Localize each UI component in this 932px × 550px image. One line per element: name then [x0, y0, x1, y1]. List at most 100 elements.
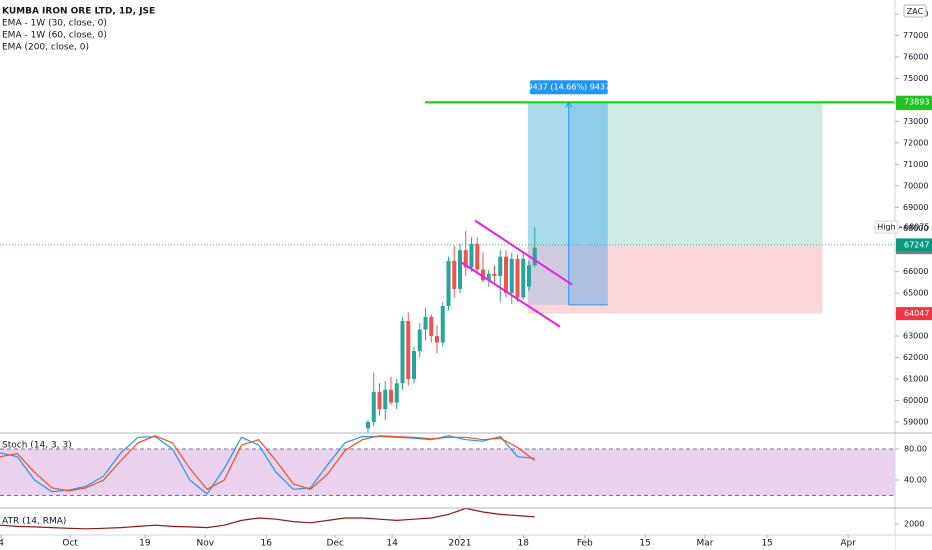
x-tick-label: 19: [139, 539, 151, 549]
measure-area: [527, 102, 608, 305]
candle-body: [446, 260, 451, 307]
band: [0, 448, 895, 496]
y-tick-label: 40.00: [904, 476, 927, 485]
price-label-bg: [896, 238, 932, 252]
candle-body: [504, 256, 509, 294]
high-tag-box: [874, 220, 899, 234]
y-tick-label: 71000: [903, 160, 928, 169]
x-tick-label: Dec: [327, 539, 344, 549]
price-axis-bg: [895, 0, 932, 550]
candle-body: [486, 273, 491, 281]
y-tick-label: 73000: [903, 117, 928, 126]
y-tick-label: 69000: [903, 203, 928, 212]
indicator-line: [0, 435, 535, 495]
candle-body: [383, 389, 388, 410]
candle-body: [469, 243, 474, 268]
measure-label: 9437 (14.66%) 9437: [528, 83, 611, 92]
price-label-bg: [896, 95, 932, 109]
y-tick-label: 2000: [904, 520, 924, 529]
high-value: 68075: [904, 223, 929, 232]
x-tick-label: 4: [0, 539, 4, 549]
currency-box: [903, 4, 927, 18]
symbol-title: KUMBA IRON ORE LTD, 1D, JSE: [2, 7, 155, 17]
candle-body: [492, 273, 497, 276]
x-tick-label: Oct: [62, 539, 78, 549]
price-label: 73893: [904, 98, 929, 107]
high-tag: High: [877, 223, 895, 232]
target-zone: [527, 102, 823, 245]
candle-body: [412, 351, 417, 380]
channel-line: [461, 261, 561, 328]
x-tick-label: 15: [761, 539, 772, 549]
candle-body: [475, 243, 480, 270]
y-tick-label: 70000: [903, 181, 928, 190]
legend-entry: EMA - 1W (60, close, 0): [2, 31, 107, 41]
candle-body: [366, 421, 371, 429]
legend-entry: EMA - 1W (30, close, 0): [2, 19, 107, 29]
atr-title: ATR (14, RMA): [2, 517, 66, 527]
y-tick-label: 80.00: [904, 444, 927, 453]
candle-body: [400, 321, 405, 384]
y-tick-label: 75000: [903, 74, 928, 83]
y-tick-label: 59000: [903, 417, 928, 426]
measure-area-right: [568, 102, 608, 305]
y-tick-label: 65000: [903, 289, 928, 298]
candle-body: [481, 269, 486, 281]
time-axis-bg: [0, 535, 895, 550]
y-tick-label: 62000: [903, 353, 928, 362]
x-tick-label: 14: [386, 539, 398, 549]
candle-body: [463, 250, 468, 268]
candle-body: [521, 258, 526, 298]
price-label: 67247: [904, 240, 929, 249]
candle-body: [435, 336, 440, 343]
x-tick-label: 16: [261, 539, 273, 549]
candle-body: [377, 391, 382, 410]
candle-body: [509, 258, 514, 294]
candle-body: [498, 256, 503, 276]
y-tick-label: 72000: [903, 138, 928, 147]
measure-label-bg: [529, 80, 608, 95]
channel-line: [474, 219, 573, 286]
candle-body: [394, 383, 399, 403]
y-tick-label: 76000: [903, 52, 928, 61]
candle-body: [527, 265, 532, 287]
candle-body: [452, 260, 457, 289]
stop-zone: [527, 244, 823, 314]
candle-body: [406, 321, 411, 380]
candle-body: [429, 316, 434, 337]
y-tick-label: 63000: [903, 332, 928, 341]
drawings-back: [0, 101, 932, 497]
x-tick-label: Mar: [696, 539, 713, 549]
stoch-title: Stoch (14, 3, 3): [2, 441, 72, 451]
candle-body: [371, 391, 376, 422]
candle-body: [532, 247, 537, 266]
drawings-front: 9437 (14.66%) 9437: [461, 80, 611, 328]
candle-body: [389, 389, 394, 403]
axes: 4 Oct 19 Nov 16 Dec 14 2021 18 Feb 15 Mar 15 Apr 59000…: [0, 4, 932, 549]
y-tick-label: 66000: [903, 267, 928, 276]
candle-body: [440, 306, 445, 343]
y-tick-label: 68000: [903, 224, 928, 233]
x-tick-label: Nov: [196, 539, 214, 549]
candle-body: [423, 316, 428, 330]
x-tick-label: 2021: [449, 539, 472, 549]
y-tick-label: 61000: [903, 375, 928, 384]
x-tick-label: Feb: [577, 539, 593, 549]
y-tick-label: 60000: [903, 396, 928, 405]
currency: ZAC: [907, 7, 924, 16]
x-tick-label: 18: [518, 539, 530, 549]
price-label: 64047: [904, 309, 929, 318]
candle-body: [515, 258, 520, 298]
indicator-line: [0, 435, 536, 492]
legend-entry: EMA (200, close, 0): [2, 43, 89, 53]
y-tick-label: 77000: [903, 31, 928, 40]
indicator-line: [0, 507, 535, 530]
price-label-bg: [896, 307, 932, 321]
candle-body: [417, 329, 422, 352]
x-tick-label: 15: [639, 539, 650, 549]
measure-arrow-head: [565, 101, 573, 108]
candle-body: [458, 250, 463, 289]
x-tick-label: Apr: [840, 539, 856, 549]
